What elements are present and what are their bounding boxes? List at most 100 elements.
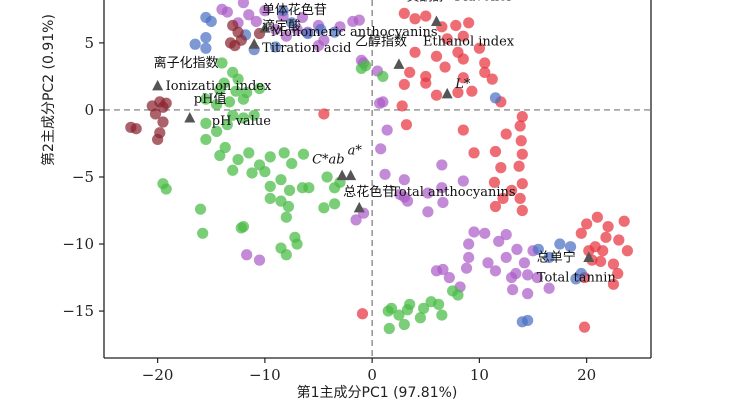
data-point [312, 39, 325, 52]
loading-marker-icon [583, 251, 595, 262]
data-point [437, 196, 449, 209]
data-point [219, 141, 231, 154]
data-point [452, 86, 464, 99]
data-point [482, 257, 494, 269]
loading-markers: 黄酮醇 Flavonol 单体花色苷 Monomeric anthocyanins滴定… [152, 0, 616, 285]
data-point [457, 72, 469, 84]
loading-marker-icon [430, 15, 442, 26]
data-point [543, 282, 555, 294]
data-point [578, 321, 591, 333]
data-point [227, 164, 239, 176]
data-point [347, 15, 359, 28]
data-point [152, 133, 164, 146]
data-point [473, 42, 485, 54]
y-tick-label: −5 [72, 168, 94, 186]
data-point [495, 162, 507, 174]
x-tick-label: 20 [577, 366, 596, 384]
data-point [321, 171, 333, 183]
data-point [315, 23, 327, 36]
data-point [383, 322, 395, 335]
y-tick-label: 0 [84, 101, 94, 119]
data-point [489, 265, 502, 277]
data-point [436, 182, 448, 194]
data-point [379, 168, 391, 180]
data-point [296, 11, 309, 24]
data-point [581, 218, 593, 230]
variable-label-en: Ethanol index [423, 34, 515, 49]
data-point [516, 148, 528, 160]
data-point [356, 308, 369, 320]
variable-label-en: Titration acid [262, 41, 351, 56]
data-point [275, 195, 287, 207]
data-point [457, 124, 469, 136]
data-point [283, 184, 296, 196]
data-point [446, 285, 459, 297]
data-point [602, 220, 614, 233]
data-point [409, 46, 421, 58]
data-point [398, 78, 410, 91]
data-point [393, 309, 405, 321]
data-point [200, 133, 212, 146]
data-point [575, 267, 587, 280]
data-point [396, 100, 408, 112]
data-point [214, 84, 226, 96]
data-point [237, 112, 250, 124]
data-point [489, 145, 502, 158]
variable-label: a* [348, 144, 363, 159]
data-point [125, 121, 137, 133]
variable-label-en: Total anthocyanins [391, 185, 515, 200]
data-point [607, 278, 620, 290]
data-point [230, 85, 242, 97]
data-point [221, 119, 233, 131]
data-point [211, 125, 223, 138]
variable-label-cn: 单体花色苷 [262, 2, 327, 18]
loading-marker-icon [393, 58, 405, 69]
data-point [418, 302, 430, 314]
data-point [510, 267, 522, 280]
data-point [422, 206, 434, 218]
data-point [583, 245, 595, 257]
data-point [500, 229, 512, 241]
data-point [216, 57, 228, 69]
variable-label: L* [454, 77, 471, 92]
data-point [200, 93, 212, 105]
data-point [420, 77, 432, 89]
data-point [522, 314, 534, 327]
y-tick-label: 5 [84, 34, 94, 52]
data-point [253, 254, 266, 266]
data-point [514, 192, 526, 205]
data-point [149, 108, 162, 120]
loading-marker-icon [184, 111, 196, 123]
data-point [264, 192, 276, 205]
data-point [241, 249, 253, 261]
data-point [564, 241, 577, 253]
data-point [404, 66, 416, 79]
data-point [160, 97, 172, 109]
data-point [223, 96, 236, 108]
data-point [466, 85, 478, 97]
data-point [515, 135, 527, 147]
data-point [618, 215, 630, 227]
variable-label: C*ab [312, 153, 345, 168]
data-point [513, 160, 525, 172]
data-point [443, 271, 455, 284]
data-point [404, 298, 416, 310]
x-axis-title: 第1主成分PC1 (97.81%) [297, 384, 458, 400]
data-point [493, 235, 505, 247]
data-point [157, 116, 169, 128]
data-point [381, 124, 393, 136]
data-point [468, 226, 480, 238]
data-point [463, 251, 475, 264]
data-point [457, 30, 469, 42]
data-point [457, 53, 469, 65]
data-point [532, 243, 544, 255]
data-point [275, 174, 287, 186]
data-point [291, 238, 303, 250]
data-point [211, 98, 223, 111]
variable-label-cn: 滴定酸 [262, 18, 301, 34]
data-point [232, 153, 244, 166]
data-point [259, 5, 271, 17]
data-point [246, 167, 258, 179]
data-point [197, 227, 209, 239]
